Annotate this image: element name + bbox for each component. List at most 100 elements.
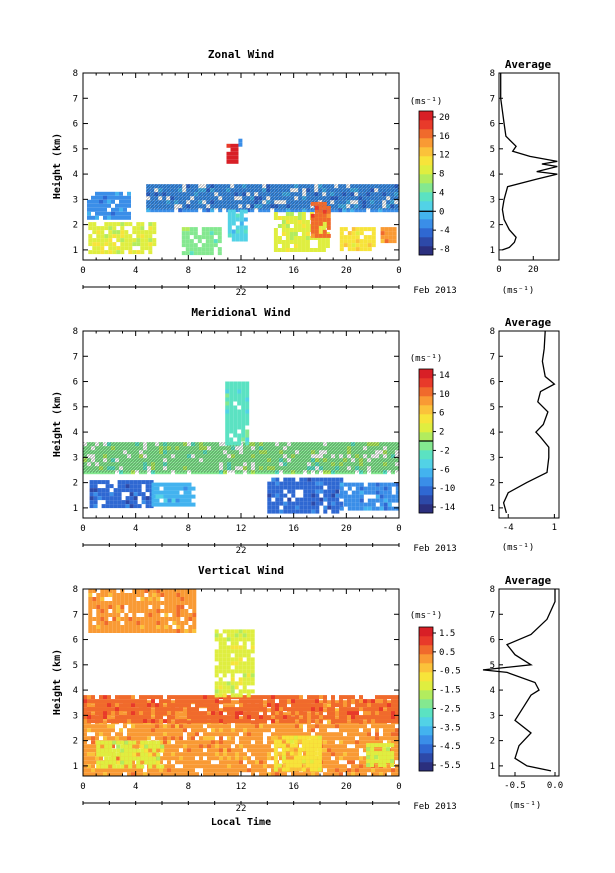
heatmap-cell xyxy=(295,732,299,737)
heatmap-cell xyxy=(171,732,175,737)
heatmap-cell xyxy=(335,764,339,769)
heatmap-cell xyxy=(151,768,155,773)
heatmap-cell xyxy=(237,397,242,402)
heatmap-cell xyxy=(215,724,219,729)
heatmap-cell xyxy=(217,227,222,232)
heatmap-cell xyxy=(299,477,304,482)
heatmap-cell xyxy=(267,481,272,486)
heatmap-cell xyxy=(395,744,399,749)
heatmap-cell xyxy=(245,421,250,426)
heatmap-cell xyxy=(83,756,87,761)
heatmap-cell xyxy=(163,699,167,704)
heatmap-cell xyxy=(229,413,234,418)
heatmap-cell xyxy=(351,760,355,765)
heatmap-cell xyxy=(159,740,163,745)
heatmap-cell xyxy=(287,481,292,486)
heatmap-cell xyxy=(321,224,326,228)
heatmap-cell xyxy=(231,728,235,733)
heatmap-cell xyxy=(299,711,303,716)
heatmap-cell xyxy=(230,629,235,634)
heatmap-cell xyxy=(100,238,105,243)
heatmap-cell xyxy=(379,772,383,776)
heatmap-cell xyxy=(226,681,231,686)
heatmap-cell xyxy=(250,661,255,666)
heatmap-cell xyxy=(287,756,291,761)
heatmap-cell xyxy=(119,715,123,720)
heatmap-cell xyxy=(163,490,168,495)
heatmap-cell xyxy=(151,728,155,733)
heatmap-cell xyxy=(351,719,355,724)
heatmap-cell xyxy=(343,748,347,753)
heatmap-cell xyxy=(181,227,186,232)
heatmap-cell xyxy=(144,752,149,757)
heatmap-cell xyxy=(371,703,375,708)
heatmap-cell xyxy=(209,251,214,256)
heatmap-cell xyxy=(317,755,322,760)
heatmap-cell xyxy=(359,699,363,704)
heatmap-cell xyxy=(226,645,231,650)
heatmap-cell xyxy=(347,748,351,753)
heatmap-cell xyxy=(184,589,189,593)
heatmap-cell xyxy=(335,505,340,510)
heatmap-cell xyxy=(309,767,314,772)
heatmap-cell xyxy=(187,760,191,765)
heatmap-cell xyxy=(187,695,191,700)
heatmap-cell xyxy=(171,502,176,507)
heatmap-cell xyxy=(267,764,271,769)
heatmap-cell xyxy=(91,195,95,200)
heatmap-cell xyxy=(163,704,167,709)
colorbar-swatch xyxy=(419,414,433,424)
heatmap-cell xyxy=(227,724,231,729)
heatmap-cell xyxy=(100,601,105,605)
colorbar-tick-label: -4.5 xyxy=(439,742,461,752)
heatmap-cell xyxy=(136,748,141,753)
heatmap-cell xyxy=(120,756,125,761)
heatmap-cell xyxy=(298,208,303,213)
heatmap-cell xyxy=(315,481,320,486)
heatmap-region xyxy=(83,695,399,724)
heatmap-cell xyxy=(322,229,327,234)
heatmap-cell xyxy=(295,748,299,753)
heatmap-cell xyxy=(305,220,310,224)
heatmap-cell xyxy=(100,613,105,617)
heatmap-cell xyxy=(183,772,187,776)
heatmap-cell xyxy=(187,490,192,495)
heatmap-cell xyxy=(315,501,320,506)
heatmap-cell xyxy=(245,441,250,446)
heatmap-cell xyxy=(323,752,327,757)
heatmap-cell xyxy=(95,207,99,212)
heatmap-cell xyxy=(259,756,263,761)
heatmap-cell xyxy=(313,236,318,240)
heatmap-cell xyxy=(237,393,242,398)
heatmap-cell xyxy=(242,677,247,682)
heatmap-cell xyxy=(171,728,175,733)
heatmap-cell xyxy=(323,732,327,737)
heatmap-cell xyxy=(343,719,347,724)
heatmap-cell xyxy=(139,711,143,716)
heatmap-cell xyxy=(287,509,292,514)
heatmap-cell xyxy=(339,501,344,506)
heatmap-cell xyxy=(112,625,117,629)
heatmap-cell xyxy=(391,732,395,737)
heatmap-cell xyxy=(128,222,133,227)
heatmap-cell xyxy=(347,247,352,252)
panel-title: Zonal Wind xyxy=(208,48,274,61)
heatmap-cell xyxy=(331,509,336,514)
heatmap-cell xyxy=(145,496,150,501)
heatmap-cell xyxy=(91,719,95,724)
heatmap-cell xyxy=(123,712,127,717)
heatmap-cell xyxy=(207,715,211,720)
heatmap-cell xyxy=(211,748,215,753)
heatmap-cell xyxy=(222,685,227,690)
heatmap-cell xyxy=(179,752,183,757)
heatmap-cell xyxy=(255,699,259,704)
heatmap-cell xyxy=(103,191,107,196)
heatmap-cell xyxy=(359,736,363,741)
heatmap-cell xyxy=(347,728,351,733)
heatmap-cell xyxy=(243,711,247,716)
heatmap-cell xyxy=(226,653,231,658)
heatmap-cell xyxy=(109,492,114,497)
heatmap-cell xyxy=(282,208,287,213)
